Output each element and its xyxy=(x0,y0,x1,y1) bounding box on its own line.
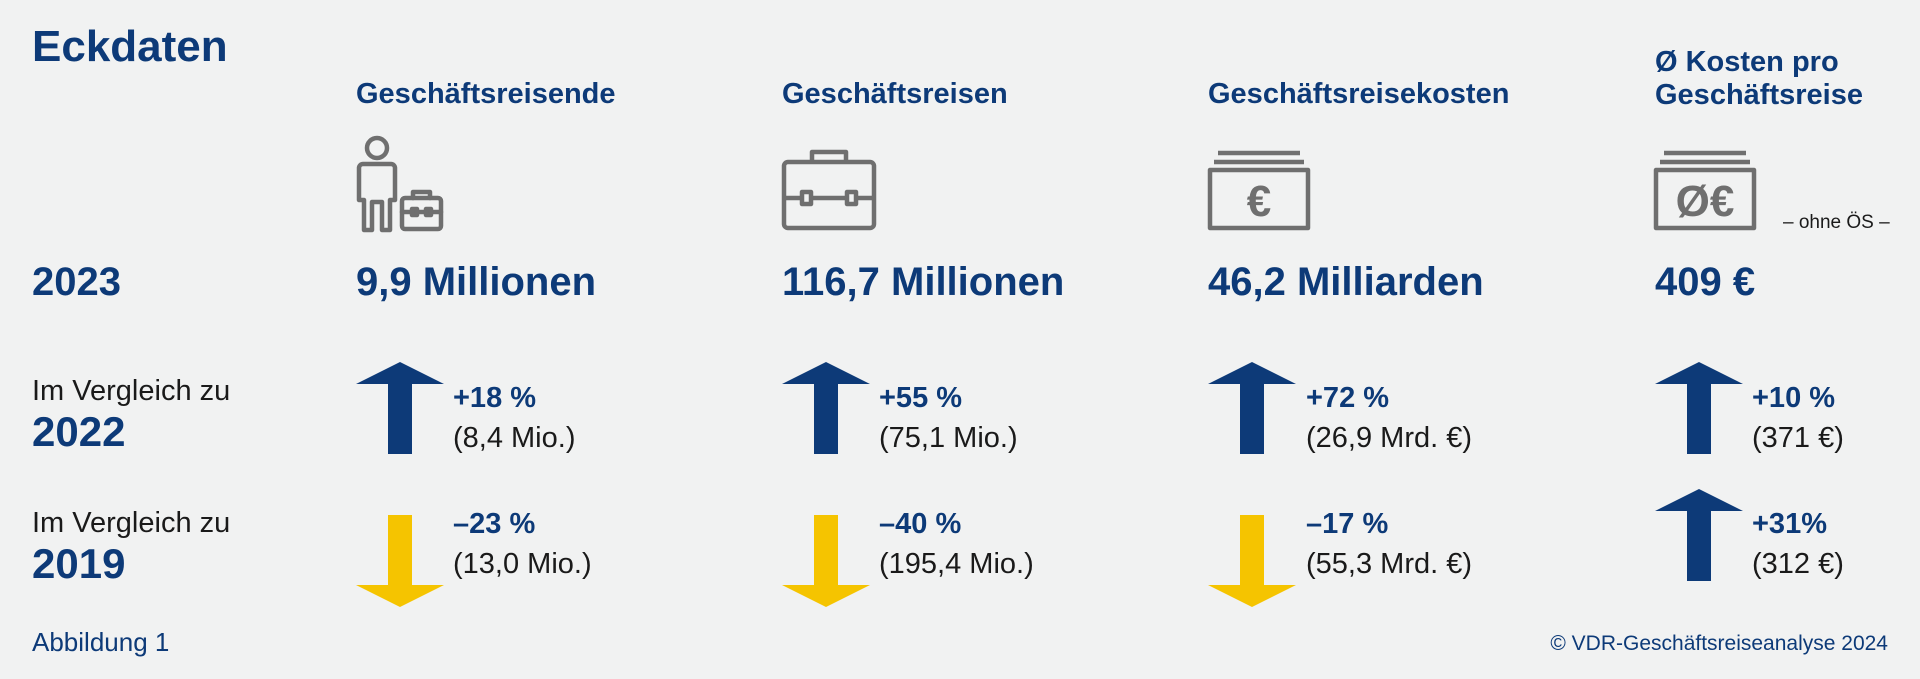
compare-label-2022: Im Vergleich zu xyxy=(32,375,231,407)
abs-trips-2022: (75,1 Mio.) xyxy=(879,422,1018,454)
arrow-up-icon xyxy=(356,362,444,454)
abs-avg-cost-2022: (371 €) xyxy=(1752,422,1844,454)
pct-avg-cost-2022: +10 % xyxy=(1752,382,1836,414)
arrow-up-icon xyxy=(1655,362,1743,454)
svg-text:€: € xyxy=(1247,177,1271,226)
pct-costs-2019: –17 % xyxy=(1306,508,1389,540)
arrow-up-icon xyxy=(1655,489,1743,581)
page-title: Eckdaten xyxy=(32,22,228,71)
abs-trips-2019: (195,4 Mio.) xyxy=(879,548,1034,580)
euro-banknotes-icon: € xyxy=(1206,148,1312,232)
svg-text:Ø€: Ø€ xyxy=(1676,177,1735,226)
compare-label-2019: Im Vergleich zu xyxy=(32,507,231,539)
abs-costs-2019: (55,3 Mrd. €) xyxy=(1306,548,1472,580)
average-euro-banknotes-icon: Ø€ xyxy=(1652,148,1758,232)
value-costs: 46,2 Milliarden xyxy=(1208,260,1484,304)
figure-caption: Abbildung 1 xyxy=(32,627,170,657)
abs-travelers-2019: (13,0 Mio.) xyxy=(453,548,592,580)
year-2023: 2023 xyxy=(32,260,121,304)
heading-trips: Geschäftsreisen xyxy=(782,78,1008,110)
arrow-up-icon xyxy=(782,362,870,454)
pct-trips-2022: +55 % xyxy=(879,382,963,414)
arrow-down-icon xyxy=(782,515,870,607)
pct-travelers-2019: –23 % xyxy=(453,508,536,540)
value-trips: 116,7 Millionen xyxy=(782,260,1065,304)
heading-costs: Geschäftsreisekosten xyxy=(1208,78,1510,110)
pct-avg-cost-2019: +31% xyxy=(1752,508,1827,540)
value-travelers: 9,9 Millionen xyxy=(356,260,597,304)
compare-year-2019: 2019 xyxy=(32,540,126,587)
note-excluding-os: – ohne ÖS – xyxy=(1783,212,1890,233)
pct-travelers-2022: +18 % xyxy=(453,382,537,414)
arrow-down-icon xyxy=(1208,515,1296,607)
pct-trips-2019: –40 % xyxy=(879,508,962,540)
heading-avg-cost-line1: Ø Kosten pro xyxy=(1655,46,1839,78)
value-avg-cost: 409 € xyxy=(1655,260,1756,304)
compare-year-2022: 2022 xyxy=(32,408,126,455)
heading-avg-cost-line2: Geschäftsreise xyxy=(1655,79,1863,111)
traveler-with-case-icon xyxy=(354,134,446,234)
arrow-up-icon xyxy=(1208,362,1296,454)
abs-travelers-2022: (8,4 Mio.) xyxy=(453,422,576,454)
copyright-notice: © VDR-Geschäftsreiseanalyse 2024 xyxy=(1550,632,1888,655)
briefcase-icon xyxy=(780,148,878,232)
heading-travelers: Geschäftsreisende xyxy=(356,78,616,110)
abs-costs-2022: (26,9 Mrd. €) xyxy=(1306,422,1472,454)
pct-costs-2022: +72 % xyxy=(1306,382,1390,414)
abs-avg-cost-2019: (312 €) xyxy=(1752,548,1844,580)
arrow-down-icon xyxy=(356,515,444,607)
